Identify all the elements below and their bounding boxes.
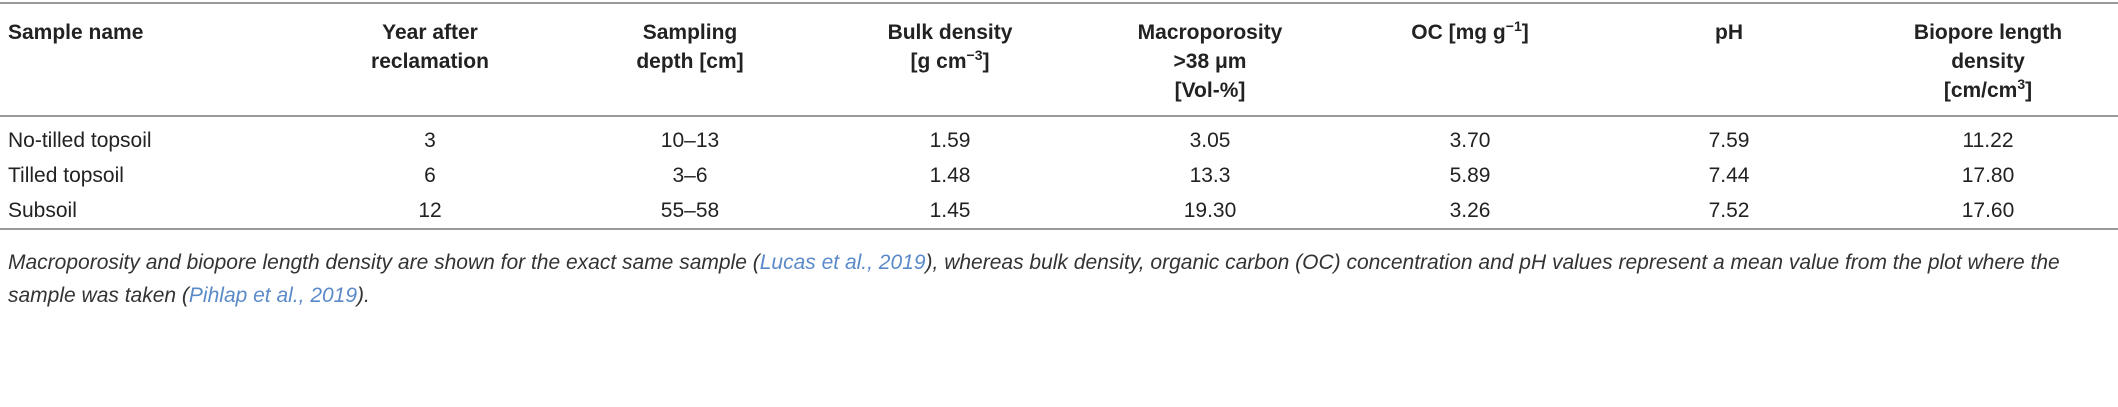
header-text: >38 μm: [1173, 50, 1247, 73]
header-text: density: [1951, 50, 2025, 73]
header-text: Year after: [382, 21, 478, 44]
superscript: 3: [2017, 76, 2026, 92]
header-text: OC [mg g: [1411, 21, 1506, 44]
cell: 1.45: [929, 199, 971, 222]
header-text: [g cm: [910, 50, 967, 73]
column-header: OC [mg g−1]: [1340, 3, 1600, 116]
cell: 55–58: [660, 199, 720, 222]
table-header: Sample name Year after reclamation Sampling…: [0, 3, 2118, 116]
cell: 3.70: [1449, 129, 1491, 152]
header-text: [cm/cm: [1943, 79, 2018, 102]
table-row: Subsoil 12 55–58 1.45 19.30 3.26 7.52 17.60: [0, 193, 2118, 229]
table-row: Tilled topsoil 6 3–6 1.48 13.3 5.89 7.44 17.80: [0, 158, 2118, 193]
header-text: Bulk density: [887, 21, 1013, 44]
footnote-text: ), whereas bulk density, organic carbon …: [8, 251, 2060, 307]
data-table: Sample name Year after reclamation Sampling…: [0, 2, 2118, 230]
cell: 17.80: [1961, 164, 2015, 187]
header-text: ]: [2025, 79, 2033, 102]
footnote-text: Macroporosity and biopore length density…: [8, 251, 760, 274]
header-text: Macroporosity: [1137, 21, 1283, 44]
row-label: No-tilled topsoil: [8, 129, 152, 152]
cell: 13.3: [1189, 164, 1231, 187]
header-text: depth [cm]: [636, 50, 744, 73]
column-header: Macroporosity >38 μm [Vol-%]: [1080, 3, 1340, 116]
superscript: −3: [966, 47, 983, 63]
header-text: Sample name: [8, 21, 144, 44]
cell: 1.48: [929, 164, 971, 187]
table-row: No-tilled topsoil 3 10–13 1.59 3.05 3.70 7.59 1…: [0, 116, 2118, 158]
header-text: [Vol-%]: [1174, 79, 1246, 102]
cell: 3.26: [1449, 199, 1491, 222]
header-text: pH: [1715, 21, 1743, 44]
column-header: Year after reclamation: [300, 3, 560, 116]
column-header: Biopore length density [cm/cm3]: [1858, 3, 2118, 116]
cell: 1.59: [929, 129, 971, 152]
cell: 7.44: [1708, 164, 1750, 187]
cell: 12: [418, 199, 442, 222]
cell: 17.60: [1961, 199, 2015, 222]
superscript: −1: [1505, 18, 1522, 34]
cell: 6: [424, 164, 436, 187]
header-text: reclamation: [371, 50, 489, 73]
header-row: Sample name Year after reclamation Sampling…: [0, 3, 2118, 116]
cell: 3–6: [672, 164, 708, 187]
column-header: Bulk density [g cm−3]: [820, 3, 1080, 116]
citation-link[interactable]: Lucas et al., 2019: [759, 251, 926, 274]
cell: 7.52: [1708, 199, 1750, 222]
column-header: Sampling depth [cm]: [560, 3, 820, 116]
header-text: Biopore length: [1913, 21, 2063, 44]
cell: 7.59: [1708, 129, 1750, 152]
header-text: ]: [982, 50, 990, 73]
cell: 3.05: [1189, 129, 1231, 152]
table-body: No-tilled topsoil 3 10–13 1.59 3.05 3.70 7.59 1…: [0, 116, 2118, 229]
cell: 5.89: [1449, 164, 1491, 187]
cell: 10–13: [660, 129, 720, 152]
footnote-text: ).: [357, 284, 370, 307]
cell: 11.22: [1962, 129, 2014, 152]
column-header: pH: [1600, 3, 1858, 116]
header-text: ]: [1521, 21, 1529, 44]
cell: 3: [424, 129, 436, 152]
row-label: Tilled topsoil: [8, 164, 124, 187]
footnote: Macroporosity and biopore length density…: [8, 246, 2108, 312]
cell: 19.30: [1183, 199, 1237, 222]
column-header: Sample name: [0, 3, 300, 116]
citation-link[interactable]: Pihlap et al., 2019: [188, 284, 358, 307]
header-text: Sampling: [642, 21, 738, 44]
row-label: Subsoil: [8, 199, 77, 222]
